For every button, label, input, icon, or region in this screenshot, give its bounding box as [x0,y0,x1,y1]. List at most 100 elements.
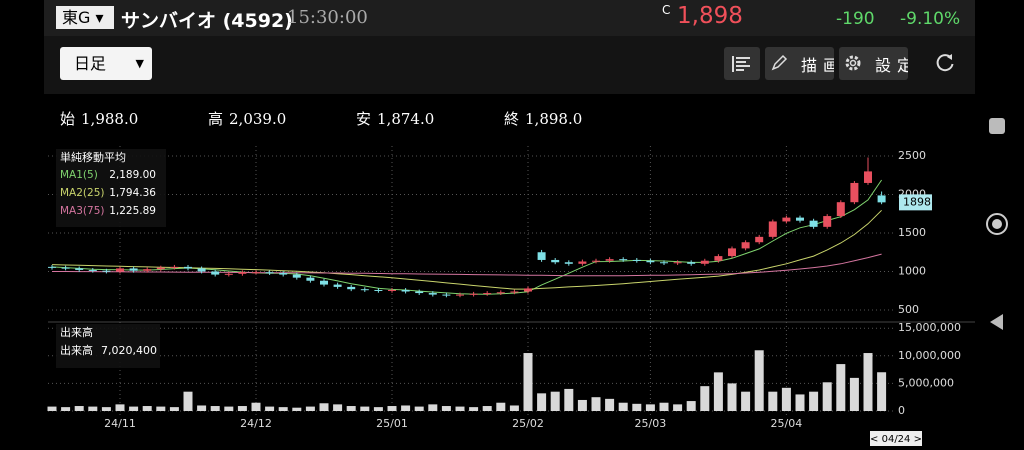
price-flag: C [662,3,671,17]
ma-legend-title: 単純移動平均 [60,150,126,164]
candle-body [578,261,587,264]
candle-body [102,270,111,272]
candle-body [796,217,804,221]
volume-tick-label: 0 [898,404,905,417]
candle-body [306,277,315,281]
draw-button[interactable]: 描画 [765,47,834,80]
volume-bar [319,403,329,411]
y-tick-label: 1000 [898,264,926,277]
volume-bar [251,402,261,411]
volume-bar [537,393,547,411]
candle-body [143,269,152,271]
nav-bar [975,0,1024,450]
refresh-button[interactable] [934,52,956,74]
candle-body [700,260,709,264]
candle-body [768,221,777,237]
volume-legend-box [56,324,160,368]
legend-value: 2,189.00 [109,169,156,181]
candle-body [605,259,614,261]
volume-bar [496,402,506,411]
candle-body [592,260,600,262]
candle-body [75,268,84,270]
volume-bar [197,405,207,411]
settings-label: 設定 [875,56,908,75]
period-select[interactable]: 日足 ▼ [60,47,152,80]
volume-bar [781,387,791,411]
volume-bar [224,406,234,411]
x-tick-label: 25/01 [376,417,408,430]
volume-bar [618,402,628,411]
list-button[interactable] [724,47,760,80]
date-pill-bg [870,431,922,446]
volume-bar [713,372,723,411]
market-select[interactable]: 東G ▾ [56,6,114,29]
candle-body [755,236,764,243]
candle-body [510,291,519,293]
candle-body [61,267,70,269]
volume-tick-label: 5,000,000 [898,376,954,389]
candle-body [265,272,274,274]
candle-body [224,273,233,275]
candle-body [388,289,396,291]
volume-bar [577,399,587,411]
candle-body [428,293,437,295]
ohlc-summary: 始 1,988.0 高 2,039.0 安 1,874.0 終 1,898.0 [60,108,652,129]
candle-body [850,182,859,203]
volume-tick-label: 15,000,000 [898,321,961,334]
candle-body [660,262,668,264]
volume-bar [401,405,411,411]
volume-bar [156,406,166,411]
volume-bar [74,406,84,411]
volume-bar [61,407,71,411]
volume-bar [659,402,669,411]
volume-bar [142,406,152,411]
volume-bar [686,401,696,411]
candle-body [836,202,845,217]
volume-bar [509,405,519,411]
volume-bar [822,382,832,411]
price: 1,898 [677,3,743,29]
last-price-tag [899,194,932,211]
chart: 500100015002000250005,000,00010,000,0001… [47,146,975,446]
recent-apps-button[interactable] [989,118,1005,134]
home-button[interactable] [986,213,1008,235]
candle-body [646,260,655,263]
candle-body [714,256,723,261]
x-tick-label: 24/11 [104,417,136,430]
time: 15:30:00 [287,7,368,28]
ohlc-value: 1,874.0 [377,110,435,128]
ohlc-label: 安 [356,110,372,128]
volume-bar [387,406,397,411]
volume-bar [877,372,887,411]
volume-legend-name: 出来高 [60,343,93,357]
header-bar: 東G ▾ サンバイオ (4592) 15:30:00 C 1,898 -190 … [44,0,975,36]
volume-bar [727,383,737,411]
volume-bar [265,406,275,411]
volume-bar [115,404,125,411]
candle-body [252,272,260,274]
volume-bar [237,406,247,411]
volume-legend-title: 出来高 [60,325,93,339]
volume-bar [183,391,193,411]
candle-body [551,259,560,263]
volume-bar [373,407,383,411]
market: 東G [62,8,91,27]
date-pill[interactable]: < 04/24 > [870,431,922,446]
candle-body [88,269,97,271]
volume-bar [455,406,465,411]
volume-bar [849,377,859,411]
back-button[interactable] [987,312,1007,332]
volume-bar [346,406,356,411]
volume-bar [550,391,560,411]
legend-name: MA1(5) [60,169,98,181]
candle-body [864,171,872,183]
x-tick-label: 24/12 [240,417,272,430]
toolbar: 日足▼ 描画 設定 [44,36,975,94]
candle-body [564,262,573,264]
volume-bar [605,398,615,411]
candle-body [320,280,328,285]
candle-body [442,294,451,296]
candle-body [279,273,288,275]
settings-button[interactable]: 設定 [839,47,908,80]
ohlc-value: 2,039.0 [229,110,287,128]
